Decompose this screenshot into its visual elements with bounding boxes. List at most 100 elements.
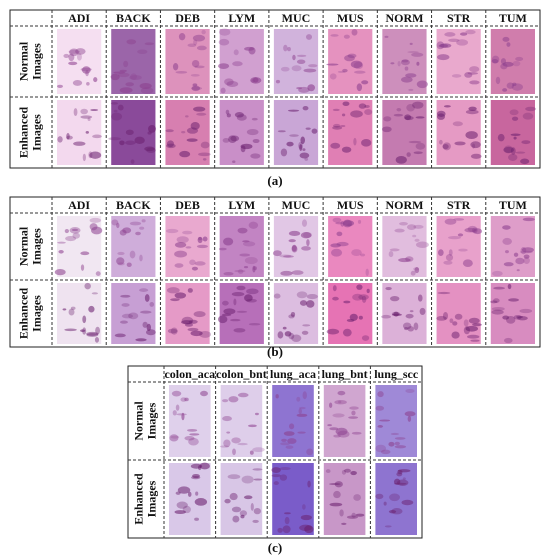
- tissue-detail: [227, 474, 241, 480]
- tissue-detail: [130, 73, 137, 80]
- tissue-detail: [333, 434, 341, 438]
- tissue-detail: [361, 295, 367, 303]
- tissue-detail: [365, 268, 369, 277]
- tissue-detail: [68, 49, 80, 54]
- tissue-detail: [280, 442, 290, 446]
- tissue-detail: [343, 34, 350, 39]
- tissue-detail: [68, 53, 75, 62]
- tissue-detail: [181, 130, 186, 134]
- tissue-detail: [226, 431, 231, 434]
- tissue-detail: [515, 151, 526, 154]
- tissue-detail: [400, 59, 410, 66]
- tissue-detail: [279, 254, 292, 258]
- tissue-detail: [340, 220, 345, 227]
- tissue-detail: [298, 406, 306, 410]
- tissue-detail: [178, 33, 186, 41]
- tissue-detail: [497, 133, 505, 142]
- tissue-detail: [341, 146, 352, 153]
- tissue-detail: [139, 82, 152, 90]
- tissue-detail: [129, 250, 136, 259]
- tissue-detail: [246, 128, 259, 136]
- tissue-detail: [302, 105, 309, 111]
- tissue-detail: [397, 60, 401, 67]
- tissue-detail: [436, 316, 447, 321]
- tissue-detail: [452, 121, 463, 127]
- tissue-detail: [231, 291, 245, 297]
- tissue-detail: [510, 147, 516, 155]
- tissue-detail: [287, 46, 291, 52]
- tissue-detail: [364, 104, 370, 108]
- tissue-detail: [470, 141, 481, 149]
- tissue-detail: [174, 263, 184, 268]
- tissue-detail: [191, 60, 200, 68]
- tissue-detail: [353, 137, 357, 146]
- tissue-detail: [180, 320, 193, 325]
- tissue-detail: [454, 313, 463, 320]
- tissue-detail: [401, 59, 409, 63]
- tissue-detail: [356, 284, 363, 290]
- tissue-detail: [125, 82, 134, 87]
- tissue-detail: [380, 449, 391, 455]
- tissue-detail: [341, 469, 347, 475]
- tissue-detail: [116, 257, 125, 265]
- tissue-detail: [291, 270, 304, 275]
- tissue-detail: [82, 153, 86, 162]
- tissue-detail: [80, 329, 86, 333]
- tissue-detail: [525, 106, 537, 112]
- tissue-detail: [119, 140, 125, 146]
- tissue-detail: [343, 300, 351, 304]
- tissue-detail: [301, 246, 311, 251]
- tissue-detail: [349, 313, 358, 321]
- tissue-detail: [442, 311, 449, 320]
- tissue-detail: [284, 512, 291, 515]
- tissue-detail: [89, 217, 102, 223]
- tissue-detail: [200, 390, 208, 397]
- tissue-detail: [121, 303, 130, 307]
- tissue-detail: [120, 320, 128, 324]
- tissue-detail: [397, 469, 411, 473]
- tissue-detail: [521, 140, 531, 145]
- tissue-detail: [384, 35, 389, 38]
- tissue-detail: [242, 240, 250, 243]
- panel-border: [9, 9, 541, 169]
- tissue-detail: [75, 48, 86, 55]
- tissue-detail: [298, 141, 303, 150]
- tissue-detail: [342, 328, 352, 337]
- tissue-detail: [125, 129, 134, 136]
- tissue-detail: [250, 77, 262, 84]
- tissue-detail: [465, 131, 478, 140]
- tissue-detail: [170, 435, 180, 439]
- tissue-detail: [361, 335, 370, 341]
- tissue-detail: [87, 117, 91, 121]
- tissue-detail: [117, 251, 125, 256]
- tissue-detail: [244, 294, 253, 302]
- tissue-detail: [248, 221, 259, 229]
- row-label: Enhanced: [16, 288, 30, 340]
- column-label: ADI: [68, 11, 90, 25]
- tissue-detail: [297, 431, 306, 434]
- tissue-detail: [399, 222, 408, 226]
- tissue-detail: [111, 112, 123, 121]
- tissue-detail: [457, 233, 464, 237]
- tissue-detail: [358, 103, 367, 109]
- tissue-detail: [299, 144, 303, 152]
- tissue-detail: [184, 435, 195, 441]
- tissue-detail: [411, 52, 424, 57]
- tissue-detail: [405, 313, 414, 319]
- tissue-detail: [375, 493, 384, 500]
- tissue-detail: [336, 231, 343, 237]
- tissue-detail: [68, 61, 78, 66]
- tissue-detail: [251, 79, 255, 83]
- tissue-detail: [414, 238, 420, 242]
- tissue-detail: [108, 137, 121, 141]
- tissue-detail: [172, 63, 179, 71]
- tissue-detail: [139, 288, 149, 292]
- column-label: DEB: [175, 11, 200, 25]
- tissue-detail: [198, 152, 211, 157]
- tissue-detail: [197, 465, 202, 471]
- column-label: lung_scc: [374, 367, 419, 381]
- tissue-detail: [134, 136, 145, 144]
- tissue-detail: [300, 232, 312, 239]
- tissue-detail: [226, 80, 239, 88]
- image-tile: [328, 100, 373, 165]
